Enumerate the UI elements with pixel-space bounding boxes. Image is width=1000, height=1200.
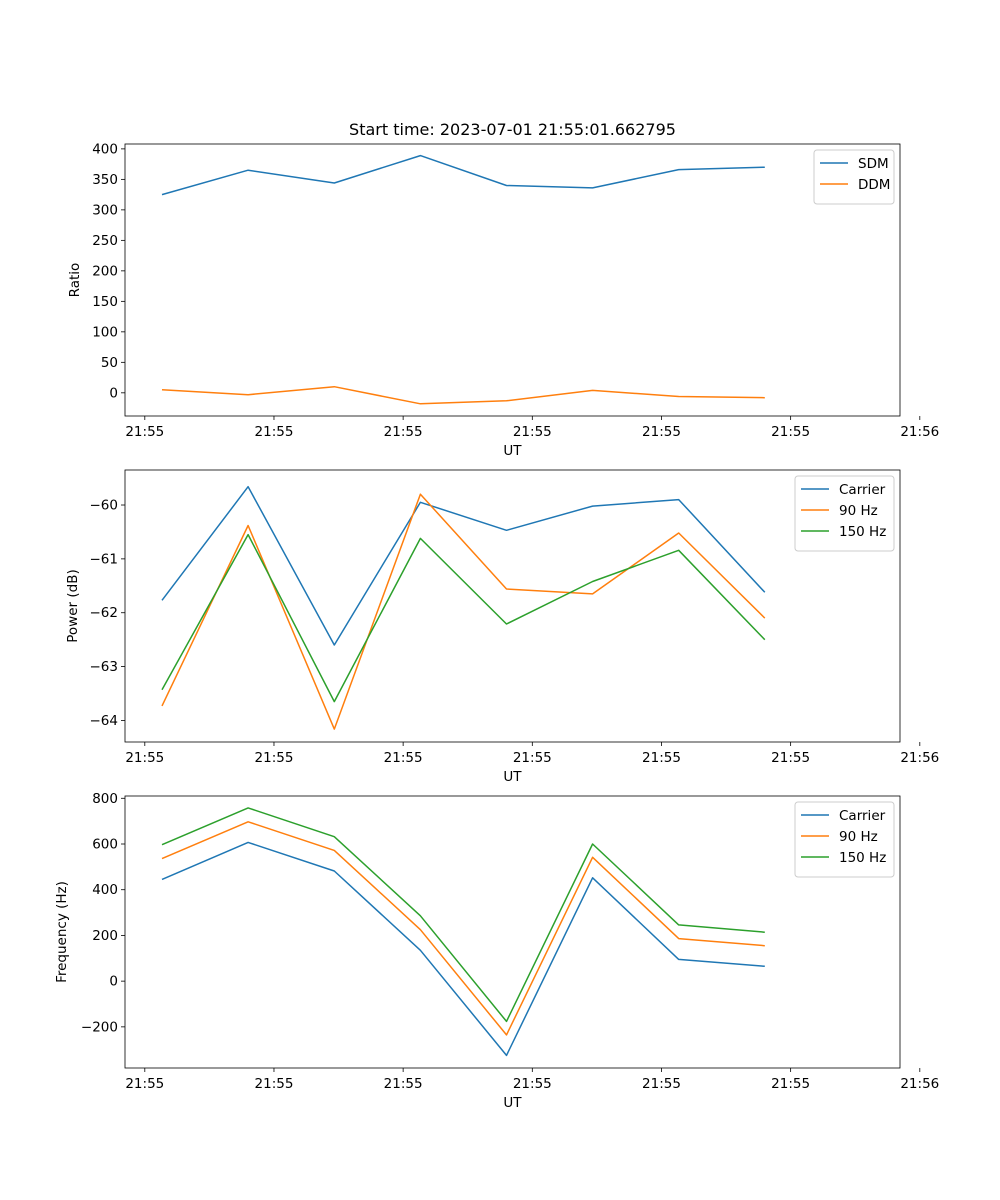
y-tick-label: 800 [92,791,118,807]
x-tick-label: 21:56 [900,1076,939,1092]
y-tick-label: 250 [92,233,118,249]
legend-label-carrier: Carrier [839,482,886,498]
x-axis-label: UT [503,443,522,459]
x-tick-label: 21:55 [642,424,681,440]
x-tick-label: 21:55 [125,1076,164,1092]
y-tick-label: −60 [90,498,119,514]
chart-title: Start time: 2023-07-01 21:55:01.662795 [349,120,676,139]
legend-label-90-hz: 90 Hz [839,503,878,519]
y-tick-label: 600 [92,837,118,853]
series-line-150-hz [161,807,765,1023]
axes-frame [124,143,901,417]
legend-label-150-hz: 150 Hz [839,524,886,540]
legend: Carrier 90 Hz 150 Hz [794,475,895,552]
y-axis-label: Power (dB) [65,569,81,642]
y-tick-label: 300 [92,202,118,218]
y-tick-label: 0 [109,974,118,990]
y-axis-label: Frequency (Hz) [54,881,70,983]
legend: Carrier 90 Hz 150 Hz [794,801,895,878]
series-group [161,807,765,1057]
series-group [161,485,766,730]
chart-panel-3: 21:55 21:55 21:55 21:55 21:55 21:55 21:56 −200 0… [54,791,939,1111]
x-tick-label: 21:55 [125,750,164,766]
x-tick-label: 21:55 [255,424,294,440]
series-group [161,154,765,405]
legend-label-ddm: DDM [858,177,890,193]
x-tick-label: 21:55 [125,424,164,440]
series-line-ddm [161,385,765,405]
y-tick-label: −63 [90,659,119,675]
x-tick-label: 21:55 [771,424,810,440]
series-line-sdm [161,154,765,196]
y-tick-label: 100 [92,324,118,340]
axes-frame [124,795,901,1069]
axes-frame [124,469,901,743]
x-tick-label: 21:55 [642,750,681,766]
x-tick-label: 21:55 [255,1076,294,1092]
series-line-90-hz [161,821,765,1036]
x-axis-label: UT [503,769,522,785]
y-axis-label: Ratio [67,263,83,298]
x-tick-label: 21:55 [513,1076,552,1092]
legend-label-150-hz: 150 Hz [839,850,886,866]
x-tick-label: 21:55 [771,1076,810,1092]
series-line-carrier [161,841,765,1057]
legend-box [794,801,895,878]
y-tick-label: 400 [92,882,118,898]
x-tick-label: 21:55 [255,750,294,766]
y-tick-label: −64 [90,713,119,729]
x-tick-label: 21:55 [384,1076,423,1092]
x-tick-label: 21:55 [642,1076,681,1092]
y-tick-label: 150 [92,294,118,310]
x-tick-label: 21:55 [513,424,552,440]
legend-label-90-hz: 90 Hz [839,829,878,845]
series-line-carrier [161,485,766,646]
legend-label-carrier: Carrier [839,808,886,824]
y-tick-label: 200 [92,928,118,944]
y-tick-label: 400 [92,141,118,157]
x-tick-label: 21:56 [900,750,939,766]
legend-label-sdm: SDM [858,156,889,172]
chart-panel-1: 21:55 21:55 21:55 21:55 21:55 21:55 21:56 0 50 10… [67,120,939,459]
y-tick-label: −200 [81,1019,118,1035]
series-line-90-hz [161,493,766,730]
y-tick-label: 0 [109,385,118,401]
chart-panel-2: 21:55 21:55 21:55 21:55 21:55 21:55 21:56 −64 −6… [65,469,939,785]
x-tick-label: 21:55 [771,750,810,766]
y-tick-label: 350 [92,172,118,188]
legend-box [794,475,895,552]
y-tick-label: 200 [92,263,118,279]
x-tick-label: 21:56 [900,424,939,440]
y-tick-label: −62 [90,605,119,621]
y-tick-label: −61 [90,551,119,567]
series-line-150-hz [161,533,766,703]
x-tick-label: 21:55 [513,750,552,766]
x-axis-label: UT [503,1095,522,1111]
x-tick-label: 21:55 [384,424,423,440]
legend: SDM DDM [813,149,895,205]
y-tick-label: 50 [101,355,118,371]
x-tick-label: 21:55 [384,750,423,766]
